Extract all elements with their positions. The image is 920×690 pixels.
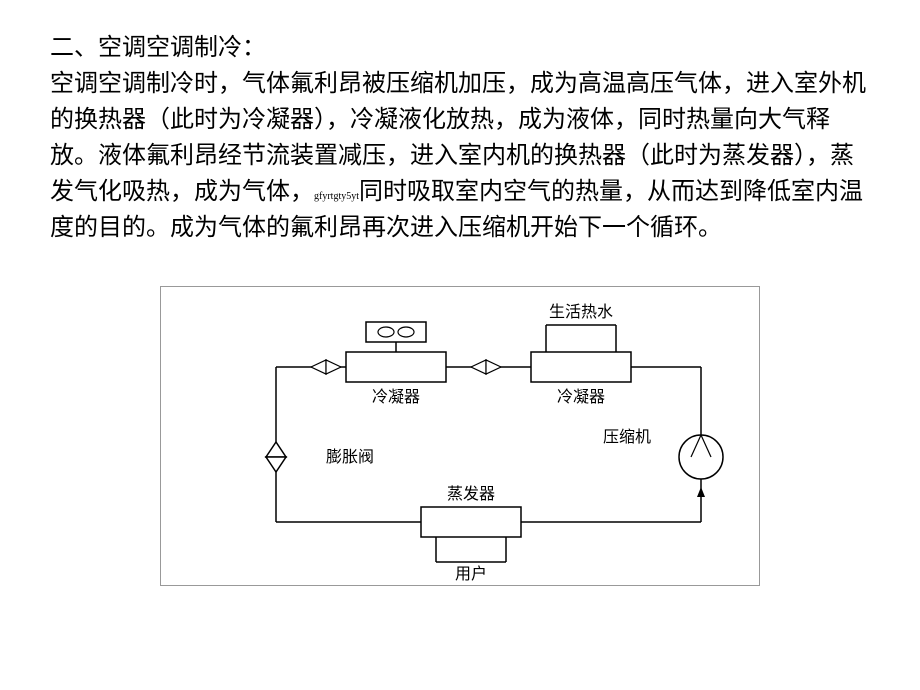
diagram-svg: 冷凝器 生活热水 冷凝器 (161, 287, 761, 587)
expansion-valve (266, 442, 286, 472)
small-annotation: gfyrtgty5yt (314, 191, 359, 202)
evaporator-box (421, 507, 521, 537)
expansion-valve-label: 膨胀阀 (326, 448, 374, 466)
condenser-left-label: 冷凝器 (372, 388, 420, 406)
valve-right (471, 360, 501, 374)
fan-box (366, 322, 426, 342)
hot-water-label: 生活热水 (549, 303, 613, 321)
compressor-circle (679, 435, 723, 479)
evaporator-label: 蒸发器 (447, 485, 495, 503)
user-label: 用户 (455, 565, 487, 583)
compressor-label: 压缩机 (603, 428, 651, 446)
refrigeration-cycle-diagram: 冷凝器 生活热水 冷凝器 (160, 286, 760, 586)
document-text: 二、空调空调制冷： 空调空调制冷时，气体氟利昂被压缩机加压，成为高温高压气体，进… (50, 30, 870, 246)
condenser-right-label: 冷凝器 (557, 388, 605, 406)
section-title: 二、空调空调制冷： (50, 35, 266, 61)
arrow-compressor-in (697, 487, 705, 497)
condenser-right-box (531, 352, 631, 382)
valve-left (311, 360, 341, 374)
condenser-left-box (346, 352, 446, 382)
